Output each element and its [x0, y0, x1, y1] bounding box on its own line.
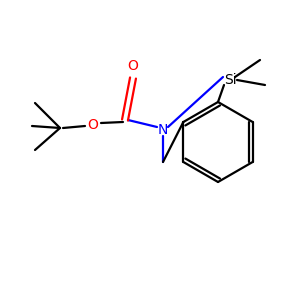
Text: Si: Si: [224, 73, 236, 87]
Text: O: O: [88, 118, 98, 132]
Text: O: O: [128, 59, 138, 73]
Text: N: N: [158, 123, 168, 137]
